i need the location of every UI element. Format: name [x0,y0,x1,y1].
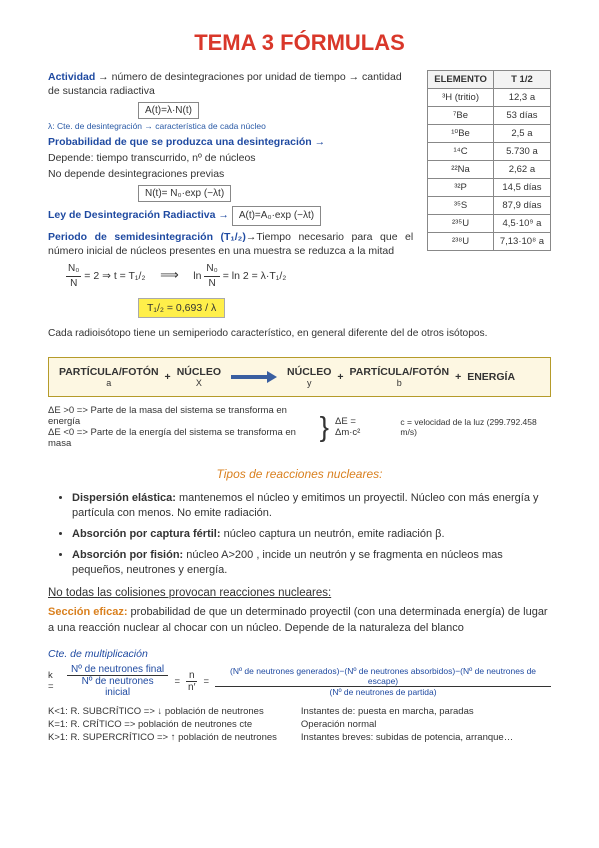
actividad-label: Actividad [48,71,95,83]
eq-arrow: ⟹ [160,267,179,282]
prob-dep2: No depende desintegraciones previas [48,167,413,181]
lambda-note: λ: Cte. de desintegración → característi… [48,121,413,132]
formula1-wrap: A(t)=λ·N(t) [138,100,413,121]
eq-mid: = 2 ⇒ t = T₁/₂ [84,270,145,282]
highlight-wrap: T₁/₂ = 0,693 / λ [138,292,413,318]
eq-rhs-pre: ln [193,270,201,282]
brace-icon: } [320,417,329,437]
ley-label: Ley de Desintegración Radiactiva → [48,209,229,221]
eq-rhs-frac: N₀ N [204,262,219,290]
reac-plus: + [455,371,461,383]
page: TEMA 3 FÓRMULAS Actividad → número de de… [0,0,599,785]
k-frac2: n n′ [186,670,197,693]
delta-e-left: ΔE >0 => Parte de la masa del sistema se… [48,405,314,449]
eq-lhs-frac: N₀ N [66,262,81,290]
k-regimes: K<1: R. SUBCRÍTICO => ↓ población de neu… [48,706,551,744]
tipos-heading: Tipos de reacciones nucleares: [48,467,551,481]
reac-part-energy: ENERGÍA [467,371,515,383]
table-row: ²³⁵U4,5·10⁹ a [428,215,551,233]
reac-plus: + [337,371,343,383]
formula2-wrap: N(t)= N₀·exp (−λt) [138,183,413,204]
isotope-caption: Cada radioisótopo tiene un semiperiodo c… [48,328,551,339]
page-title: TEMA 3 FÓRMULAS [48,30,551,56]
th-t12: T 1/2 [493,71,550,89]
delta-e-mid: ΔE = Δm·c² [335,416,382,438]
reaction-arrow-icon [231,372,277,382]
seccion-label: Sección eficaz: [48,606,127,618]
periodo-line: Periodo de semidesintegración (T₁/₂)→Tie… [48,230,413,258]
table-body: ³H (tritio)12,3 a ⁷Be53 días ¹⁰Be2,5 a ¹… [428,89,551,251]
highlight-formula: T₁/₂ = 0,693 / λ [138,298,225,318]
table-row: ³H (tritio)12,3 a [428,89,551,107]
reac-part-b: PARTÍCULA/FOTÓNb [350,366,450,388]
list-item: Absorción por captura fértil: núcleo cap… [72,527,551,542]
prob-line: Probabilidad de que se produzca una desi… [48,135,413,149]
table-row: ¹⁴C5.730 a [428,143,551,161]
reac-part-y: NÚCLEOy [287,366,331,388]
k-formula: k = Nº de neutrones final Nº de neutrone… [48,664,551,698]
formula-activity: A(t)=λ·N(t) [138,102,199,119]
k-frac-long: (Nº de neutrones generados)−(Nº de neutr… [215,666,551,697]
prob-label: Probabilidad de que se produzca una desi… [48,136,325,148]
k-right-col: Instantes de: puesta en marcha, paradas … [301,706,513,744]
formula-n: N(t)= N₀·exp (−λt) [138,185,231,202]
table-row: ⁷Be53 días [428,107,551,125]
actividad-line: Actividad → número de desintegraciones p… [48,70,413,98]
periodo-label: Periodo de semidesintegración (T₁/₂) [48,231,246,243]
reac-part-a: PARTÍCULA/FOTÓNa [59,366,159,388]
reac-part-x: NÚCLEOX [177,366,221,388]
left-column: Actividad → número de desintegraciones p… [48,70,413,318]
no-todas-heading: No todas las colisiones provocan reaccio… [48,587,551,599]
prob-dep1: Depende: tiempo transcurrido, nº de núcl… [48,151,413,165]
list-item: Absorción por fisión: núcleo A>200 , inc… [72,548,551,578]
right-column: ELEMENTO T 1/2 ³H (tritio)12,3 a ⁷Be53 d… [427,70,551,318]
eq-rhs-post: = ln 2 = λ·T₁/₂ [223,270,287,282]
th-elemento: ELEMENTO [428,71,494,89]
table-row: ²²Na2,62 a [428,161,551,179]
table-row: ¹⁰Be2,5 a [428,125,551,143]
table-row: ³²P14,5 días [428,179,551,197]
ley-line: Ley de Desintegración Radiactiva → A(t)=… [48,204,413,228]
table-row: ²³⁸U7,13·10⁸ a [428,233,551,251]
top-area: Actividad → número de desintegraciones p… [48,70,551,318]
halflife-table: ELEMENTO T 1/2 ³H (tritio)12,3 a ⁷Be53 d… [427,70,551,251]
equation-line: N₀ N = 2 ⇒ t = T₁/₂ ⟹ ln N₀ N = ln 2 = λ… [66,262,413,290]
cte-heading: Cte. de multiplicación [48,648,551,660]
reac-plus: + [165,371,171,383]
tipos-list: Dispersión elástica: mantenemos el núcle… [72,491,551,577]
delta-e-row: ΔE >0 => Parte de la masa del sistema se… [48,405,551,449]
delta-e-right: c = velocidad de la luz (299.792.458 m/s… [400,417,551,437]
list-item: Dispersión elástica: mantenemos el núcle… [72,491,551,521]
actividad-text: → número de desintegraciones por unidad … [48,71,402,97]
table-row: ³⁵S87,9 días [428,197,551,215]
reaction-box: PARTÍCULA/FOTÓNa + NÚCLEOX NÚCLEOy + PAR… [48,357,551,397]
k-left-col: K<1: R. SUBCRÍTICO => ↓ población de neu… [48,706,277,744]
k-frac1: Nº de neutrones final Nº de neutrones in… [67,664,169,698]
formula-a: A(t)=A₀·exp (−λt) [232,206,321,226]
seccion-eficaz-para: Sección eficaz: probabilidad de que un d… [48,605,551,636]
